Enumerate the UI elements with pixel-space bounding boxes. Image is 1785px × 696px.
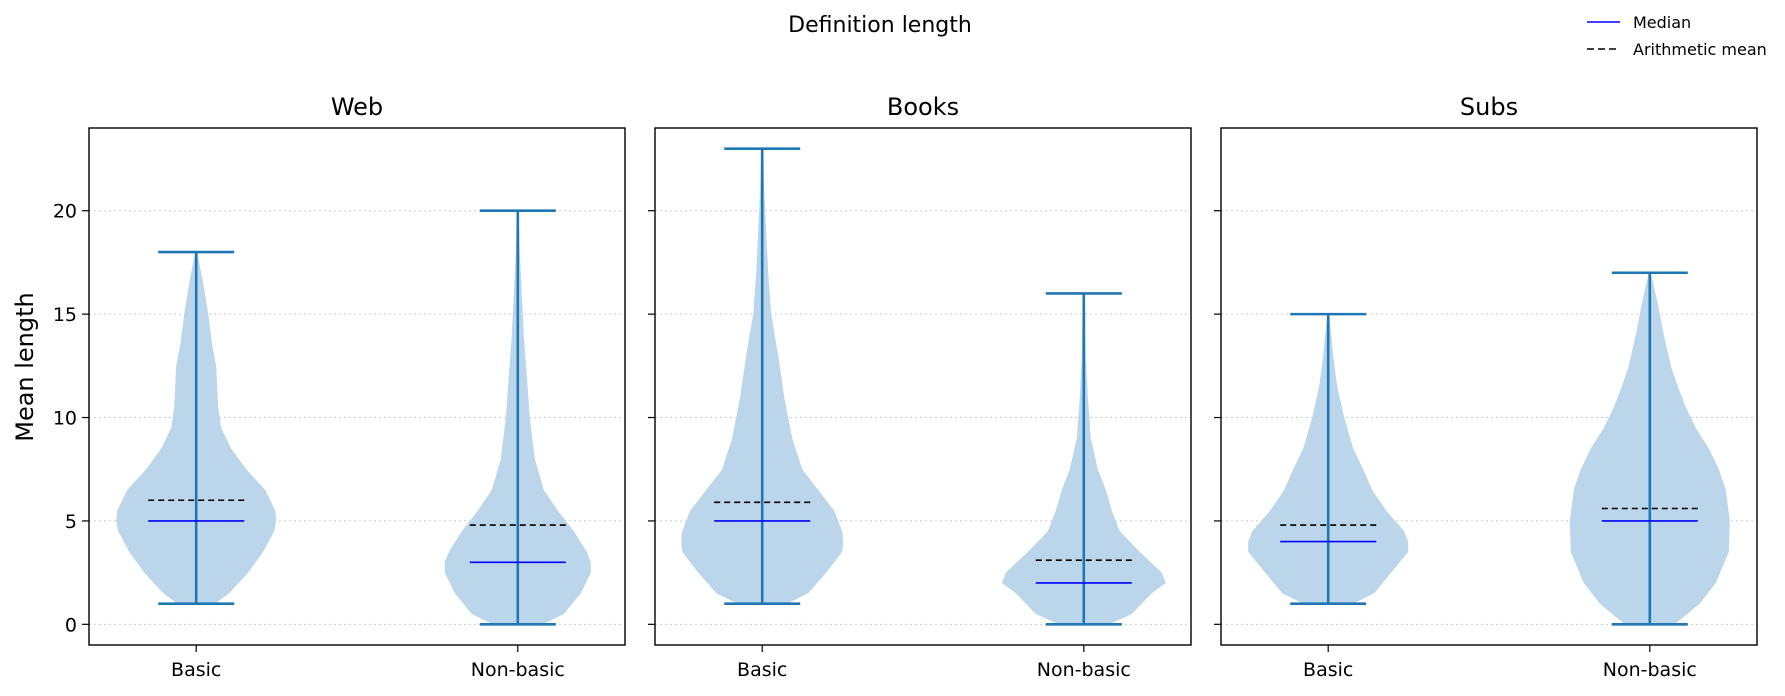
legend: Median Arithmetic mean xyxy=(1587,13,1767,59)
x-tick-label: Non-basic xyxy=(471,659,565,681)
legend-mean-label: Arithmetic mean xyxy=(1633,40,1767,59)
x-tick-label: Non-basic xyxy=(1603,659,1697,681)
x-tick-label: Basic xyxy=(1303,659,1353,681)
axes-frame xyxy=(654,127,1192,646)
panel-title: Web xyxy=(331,93,383,121)
panel-books: Books Basic Non-basic xyxy=(648,93,1192,681)
y-axis-label: Mean length xyxy=(11,292,39,442)
violin-basic xyxy=(681,147,844,605)
violin-basic xyxy=(1248,312,1409,605)
panel-subs: Subs Basic Non-basic xyxy=(1214,93,1758,681)
y-tick-label: 15 xyxy=(53,304,77,326)
violin-non-basic xyxy=(1569,271,1730,626)
violin-non-basic xyxy=(444,209,591,626)
y-tick-label: 0 xyxy=(65,614,77,636)
y-tick-label: 5 xyxy=(65,511,77,533)
panel-title: Books xyxy=(887,93,959,121)
legend-median-label: Median xyxy=(1633,13,1691,32)
x-tick-label: Basic xyxy=(171,659,221,681)
violin-basic xyxy=(116,250,277,605)
panel-web: 0 5 10 15 20 Web Basic Non-basic xyxy=(53,93,626,681)
y-tick-label: 10 xyxy=(53,408,77,430)
x-tick-label: Basic xyxy=(737,659,787,681)
axes-frame xyxy=(1220,127,1758,646)
violin-non-basic xyxy=(1001,292,1166,626)
panels: 0 5 10 15 20 Web Basic Non-basic Books Basic Non-b… xyxy=(53,93,1758,681)
axes-frame xyxy=(88,127,626,646)
x-tick-label: Non-basic xyxy=(1037,659,1131,681)
panel-title: Subs xyxy=(1460,93,1518,121)
y-tick-label: 20 xyxy=(53,201,77,223)
figure-title: Definition length xyxy=(788,13,972,38)
